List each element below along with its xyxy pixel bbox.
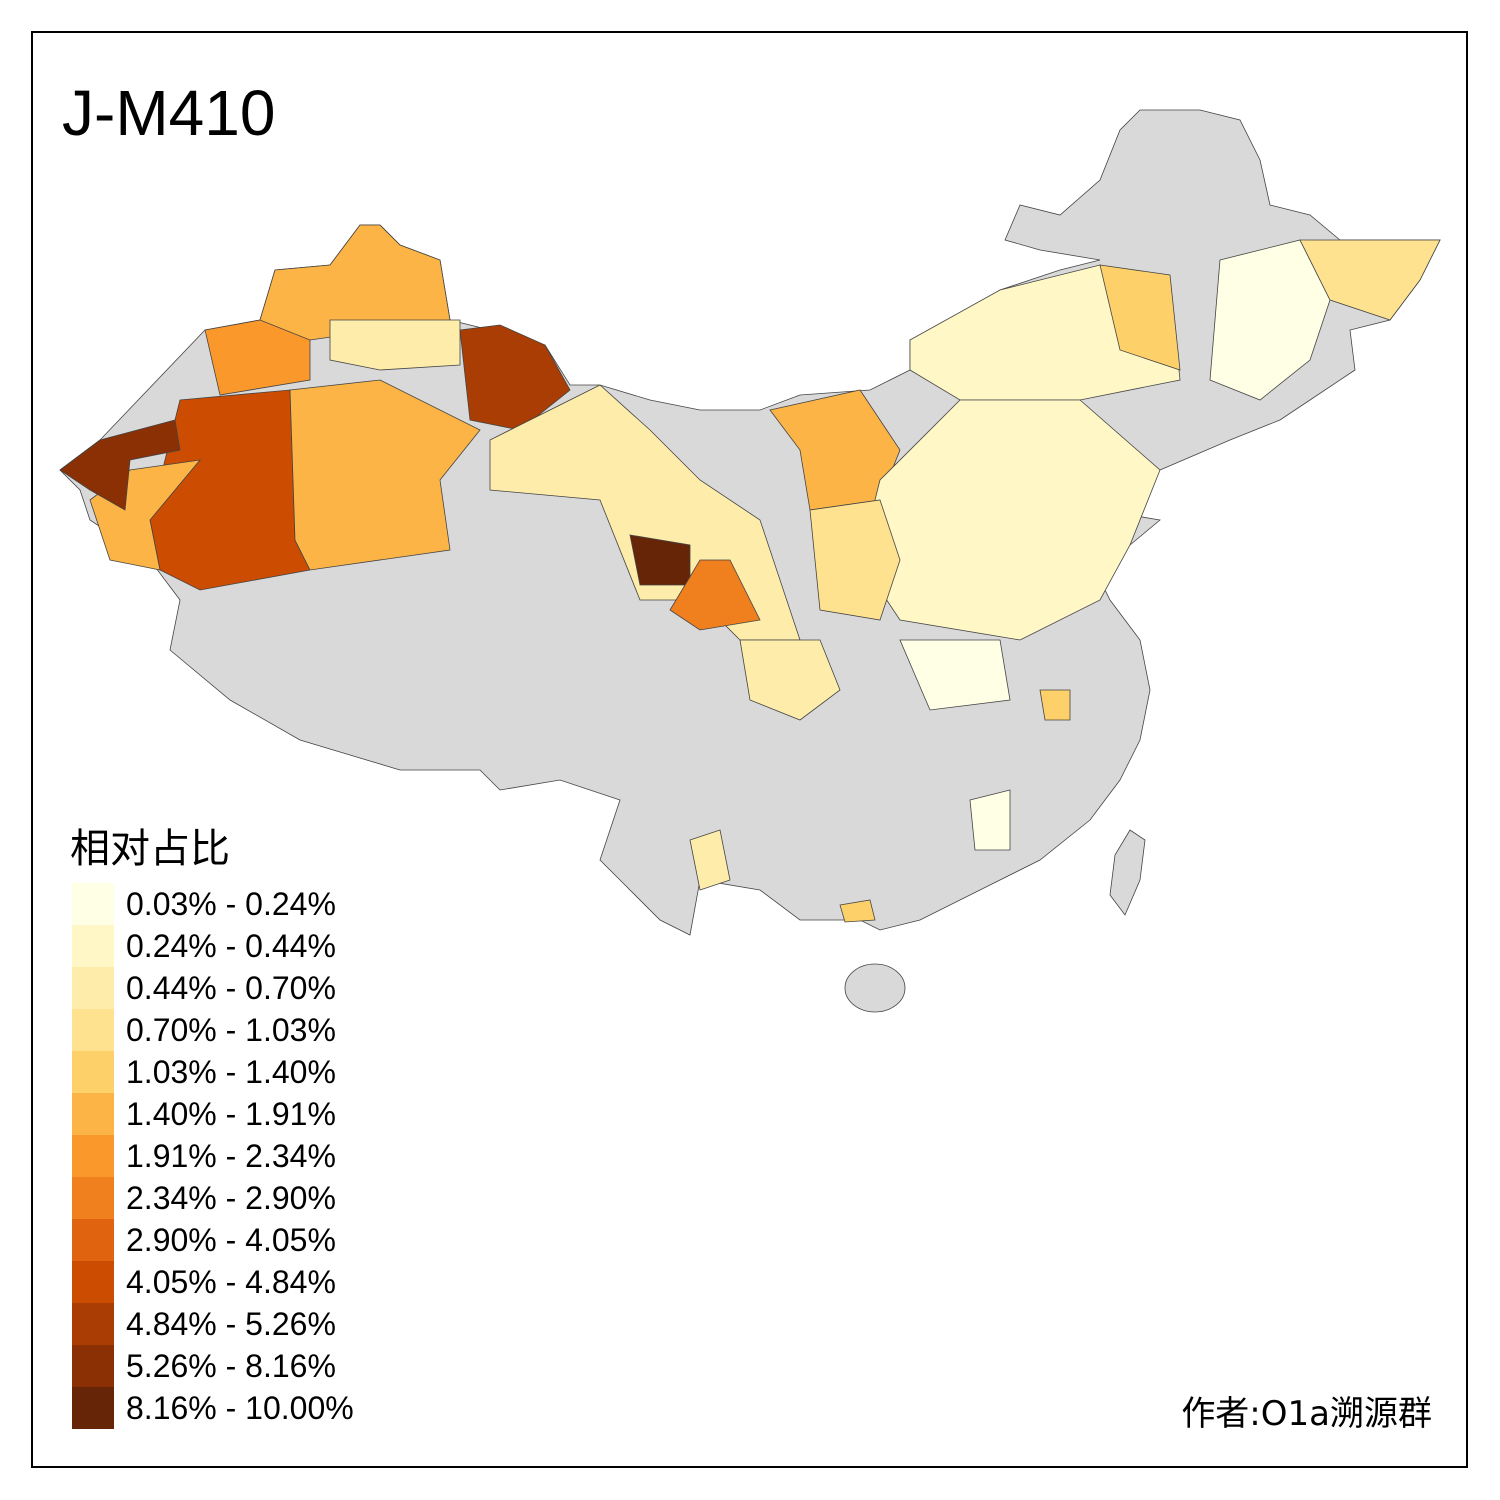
legend-swatch — [72, 1135, 114, 1177]
region-ili — [204, 319, 311, 396]
legend-item: 2.90% - 4.05% — [72, 1219, 354, 1261]
legend-label: 8.16% - 10.00% — [126, 1389, 354, 1426]
region-hulunbuir — [1099, 264, 1181, 371]
region-bayingolin — [289, 379, 481, 571]
region-hami — [459, 324, 571, 431]
legend-swatch — [72, 1345, 114, 1387]
legend-item: 4.05% - 4.84% — [72, 1261, 354, 1303]
legend-item: 1.40% - 1.91% — [72, 1093, 354, 1135]
region-anhui — [1039, 689, 1071, 721]
legend-label: 5.26% - 8.16% — [126, 1347, 336, 1384]
legend-item: 2.34% - 2.90% — [72, 1177, 354, 1219]
legend-label: 0.24% - 0.44% — [126, 927, 336, 964]
legend-label: 2.90% - 4.05% — [126, 1221, 336, 1258]
region-yunnan — [689, 829, 731, 891]
legend-label: 1.91% - 2.34% — [126, 1137, 336, 1174]
legend-title: 相对占比 — [70, 826, 230, 872]
legend-swatch — [72, 1009, 114, 1051]
taiwan-region — [1109, 829, 1146, 916]
legend-label: 0.03% - 0.24% — [126, 885, 336, 922]
map-title: J-M410 — [62, 77, 276, 149]
legend-item: 1.03% - 1.40% — [72, 1051, 354, 1093]
legend-item: 0.03% - 0.24% — [72, 883, 354, 925]
hainan-region — [844, 963, 906, 1013]
map-frame — [31, 31, 1468, 1468]
legend-item: 8.16% - 10.00% — [72, 1387, 354, 1429]
legend-item: 1.91% - 2.34% — [72, 1135, 354, 1177]
legend-swatch — [72, 1177, 114, 1219]
region-sichuan-light — [739, 639, 841, 721]
region-gansu-orange — [669, 559, 761, 631]
legend-item: 0.70% - 1.03% — [72, 1009, 354, 1051]
region-guangxi — [839, 899, 876, 923]
legend-swatch — [72, 1387, 114, 1429]
region-heilongjiang-east — [1299, 239, 1441, 321]
region-henan-light — [899, 639, 1011, 711]
legend-label: 1.40% - 1.91% — [126, 1095, 336, 1132]
legend-label: 4.84% - 5.26% — [126, 1305, 336, 1342]
legend-label: 1.03% - 1.40% — [126, 1053, 336, 1090]
legend-swatch — [72, 883, 114, 925]
legend-swatch — [72, 1261, 114, 1303]
region-kizilsu — [59, 419, 181, 511]
legend-item: 5.26% - 8.16% — [72, 1345, 354, 1387]
legend-item: 4.84% - 5.26% — [72, 1303, 354, 1345]
region-urumqi-light — [329, 319, 461, 371]
legend-swatch — [72, 1051, 114, 1093]
legend-label: 4.05% - 4.84% — [126, 1263, 336, 1300]
legend-swatch — [72, 925, 114, 967]
author-credit: 作者:O1a溯源群 — [1181, 1394, 1432, 1434]
legend-swatch — [72, 1093, 114, 1135]
legend-item: 0.24% - 0.44% — [72, 925, 354, 967]
legend-swatch — [72, 1303, 114, 1345]
legend-label: 0.70% - 1.03% — [126, 1011, 336, 1048]
legend-item: 0.44% - 0.70% — [72, 967, 354, 1009]
legend-label: 0.44% - 0.70% — [126, 969, 336, 1006]
legend-swatch — [72, 1219, 114, 1261]
legend-label: 2.34% - 2.90% — [126, 1179, 336, 1216]
legend-swatch — [72, 967, 114, 1009]
region-jiangxi — [969, 789, 1011, 851]
region-shaanxi — [809, 499, 901, 621]
legend: 0.03% - 0.24% 0.24% - 0.44% 0.44% - 0.70… — [72, 883, 354, 1429]
